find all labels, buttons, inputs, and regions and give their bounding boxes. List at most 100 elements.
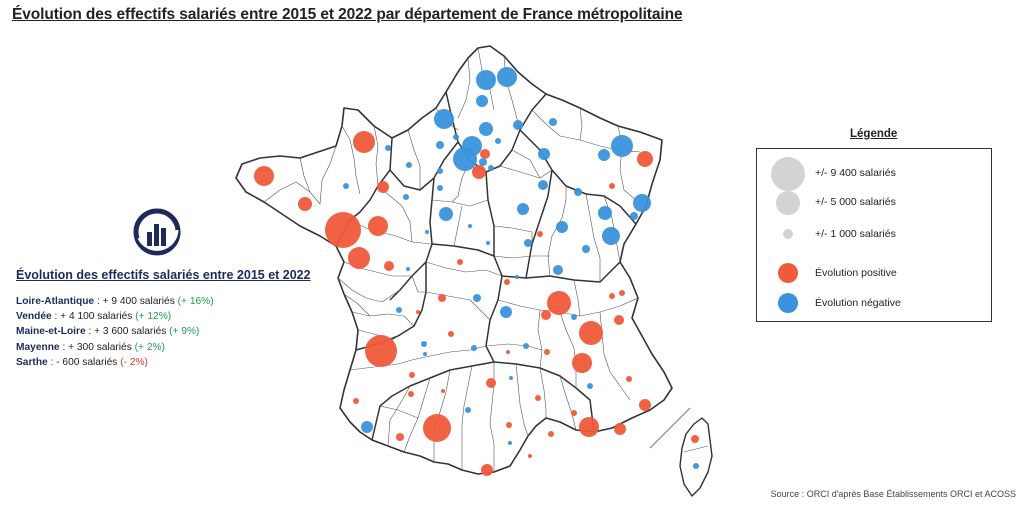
department-bubble-positive (609, 183, 615, 189)
department-bubble-negative (693, 463, 699, 469)
department-bubble-positive (614, 315, 624, 325)
legend-row-size-large: +/- 9 400 salariés (757, 157, 993, 191)
department-bubble-positive (579, 417, 599, 437)
legend-label: +/- 1 000 salariés (815, 228, 896, 240)
stat-pct: (+ 12%) (135, 311, 172, 323)
map-title: Évolution des effectifs salariés entre 2… (12, 6, 683, 23)
department-bubble-positive (571, 410, 577, 416)
orci-logo (133, 208, 181, 256)
department-bubble-positive (614, 423, 626, 435)
department-bubble-negative (598, 149, 610, 161)
department-bubble-positive (472, 165, 486, 179)
department-bubble-negative (476, 70, 496, 90)
department-bubble-negative (513, 120, 523, 130)
department-bubble-negative (406, 162, 412, 168)
department-bubble-positive (544, 349, 550, 355)
department-bubble-negative (611, 135, 633, 157)
department-bubble-positive (448, 331, 454, 337)
department-bubble-negative (571, 314, 577, 320)
corsica-inset-line (649, 407, 691, 449)
department-bubble-negative (465, 407, 471, 413)
stat-text: : + 300 salariés (59, 341, 135, 353)
department-bubble-positive (438, 294, 446, 302)
stat-pct: (- 2%) (120, 356, 148, 368)
stat-dept: Maine-et-Loire (16, 326, 86, 338)
department-bubble-negative (556, 221, 568, 233)
department-bubble-negative (500, 306, 512, 318)
stat-row: Vendée : + 4 100 salariés (+ 12%) (16, 309, 306, 324)
department-bubble-negative (434, 109, 454, 129)
department-bubble-positive (353, 398, 359, 404)
legend-circle-small (783, 229, 793, 239)
department-bubble-positive (298, 197, 312, 211)
department-bubble-positive (423, 414, 451, 442)
department-bubble-negative (488, 165, 494, 171)
department-bubble-positive (535, 395, 541, 401)
legend-circle-negative (778, 293, 798, 313)
department-bubble-positive (409, 372, 415, 378)
department-bubble-positive (457, 259, 463, 265)
department-bubble-positive (384, 261, 394, 271)
department-bubble-negative (385, 145, 391, 151)
stat-row: Mayenne : + 300 salariés (+ 2%) (16, 340, 306, 355)
stat-row: Sarthe : - 600 salariés (- 2%) (16, 355, 306, 370)
department-bubble-positive (572, 353, 592, 373)
legend-row-size-small: +/- 1 000 salariés (757, 227, 993, 257)
department-bubble-negative (439, 207, 453, 221)
corsica-department-border (683, 445, 709, 453)
department-bubble-positive (506, 422, 512, 428)
department-bubble-negative (471, 345, 477, 351)
department-bubble-negative (630, 212, 638, 220)
department-bubble-negative (515, 275, 519, 279)
department-bubble-negative (436, 141, 444, 149)
department-bubble-positive (325, 212, 361, 248)
department-bubbles (254, 67, 699, 476)
stat-dept: Vendée (16, 311, 52, 323)
department-bubble-negative (437, 185, 443, 191)
department-bubble-negative (453, 147, 477, 171)
legend: +/- 9 400 salariés +/- 5 000 salariés +/… (756, 148, 992, 322)
department-bubble-negative (421, 341, 427, 347)
department-bubble-positive (528, 454, 532, 458)
department-bubble-positive (254, 166, 274, 186)
department-bubble-negative (343, 183, 349, 189)
legend-label: Évolution négative (815, 297, 901, 309)
department-bubble-positive (548, 431, 554, 437)
department-bubble-positive (504, 279, 510, 285)
department-bubble-negative (553, 265, 563, 275)
department-bubble-positive (537, 231, 543, 237)
department-bubble-positive (408, 391, 414, 397)
department-bubble-negative (523, 343, 529, 349)
department-bubble-negative (524, 239, 532, 247)
department-bubble-positive (579, 321, 603, 345)
department-bubble-positive (619, 290, 625, 296)
department-bubble-negative (425, 230, 429, 234)
department-bubble-negative (509, 376, 513, 380)
department-bubble-positive (368, 216, 388, 236)
stat-dept: Sarthe (16, 356, 48, 368)
logo-icon (133, 208, 181, 256)
department-bubble-negative (633, 194, 651, 212)
department-bubble-positive (691, 435, 699, 443)
department-bubble-positive (348, 247, 370, 269)
mainland-border (235, 45, 673, 475)
legend-label: +/- 5 000 salariés (815, 196, 896, 208)
department-bubble-positive (541, 310, 551, 320)
stat-pct: (+ 9%) (169, 326, 200, 338)
department-bubble-negative (437, 168, 443, 174)
department-bubble-positive (416, 310, 420, 314)
legend-row-negative: Évolution négative (757, 293, 993, 323)
department-bubble-negative (538, 180, 548, 190)
department-bubble-negative (497, 67, 517, 87)
legend-title: Légende (850, 128, 898, 140)
department-bubble-positive (639, 399, 651, 411)
stat-text: : - 600 salariés (47, 356, 121, 368)
department-bubble-negative (508, 441, 512, 445)
stat-pct: (+ 16%) (177, 296, 214, 307)
stat-dept: Mayenne (16, 341, 60, 353)
legend-row-size-medium: +/- 5 000 salariés (757, 191, 993, 221)
legend-circle-large (771, 157, 805, 191)
department-bubble-positive (441, 389, 445, 393)
legend-label: +/- 9 400 salariés (815, 167, 896, 179)
